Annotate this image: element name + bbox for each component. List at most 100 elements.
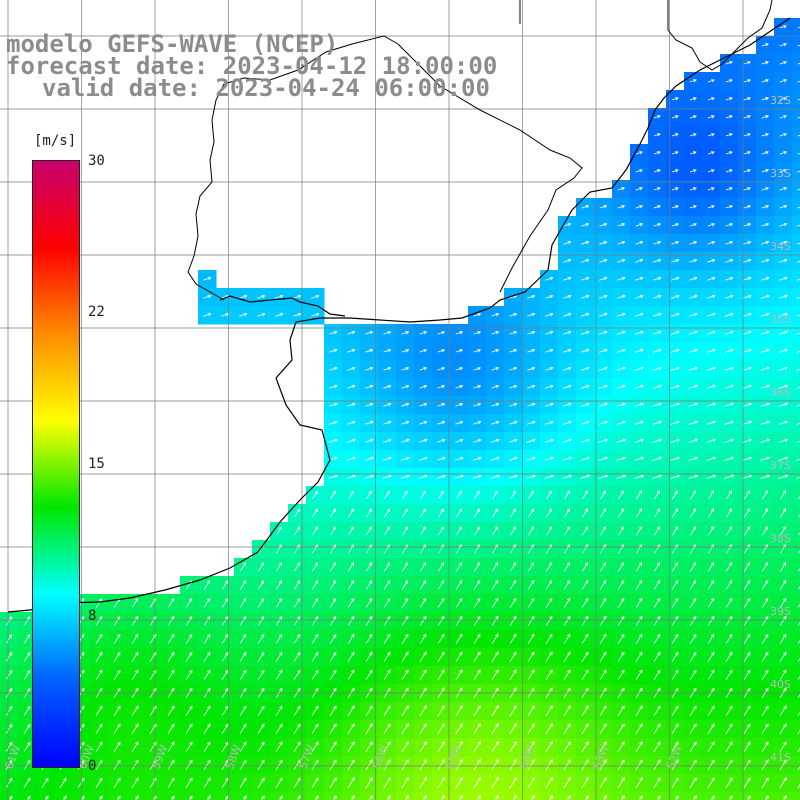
wind-arrow [689, 579, 697, 590]
wind-arrow [545, 759, 553, 771]
wind-arrow [546, 508, 552, 518]
wind-arrow [257, 669, 265, 680]
wind-arrow [580, 348, 590, 353]
valid-date-line: valid date: 2023-04-24 06:00:00 [42, 74, 490, 102]
model-title: modelo GEFS-WAVE (NCEP) [6, 30, 339, 58]
wind-arrow [618, 508, 625, 518]
wind-speed-cell [666, 792, 685, 800]
wind-arrow [581, 723, 589, 735]
wind-arrow [563, 561, 571, 572]
wind-arrow [419, 615, 427, 626]
wind-arrow [437, 348, 446, 353]
wind-arrow [797, 711, 800, 717]
wind-arrow [276, 580, 283, 590]
wind-arrow [706, 294, 716, 299]
coastline-path [7, 17, 791, 613]
wind-arrow [382, 456, 392, 461]
wind-arrow [544, 438, 554, 443]
wind-speed-cell [774, 792, 793, 800]
wind-arrow [293, 294, 302, 299]
wind-arrow [95, 741, 103, 753]
wind-arrow [653, 633, 661, 644]
wind-arrow [23, 723, 31, 734]
wind-arrow [438, 526, 444, 536]
wind-arrow [419, 562, 427, 572]
wind-arrow [599, 258, 608, 263]
wind-arrow [185, 705, 193, 716]
wind-arrow [761, 705, 769, 717]
wind-arrow [689, 222, 698, 227]
wind-arrow [779, 561, 787, 572]
wind-arrow [117, 795, 121, 800]
wind-arrow [401, 705, 409, 717]
wind-arrow [725, 651, 733, 662]
wind-arrow [688, 438, 699, 443]
wind-arrow [510, 490, 516, 500]
wind-arrow [383, 741, 391, 753]
wind-arrow [598, 474, 609, 479]
wind-arrow [509, 366, 518, 371]
wind-arrow [473, 633, 481, 644]
wind-arrow [221, 759, 229, 771]
wind-arrow [580, 384, 590, 389]
wind-arrow [635, 240, 644, 245]
wind-arrow [527, 651, 535, 663]
wind-arrow [634, 366, 644, 371]
wind-arrow [167, 759, 175, 771]
wind-arrow [761, 168, 770, 173]
wind-arrow [544, 456, 555, 461]
wind-arrow [743, 759, 751, 771]
wind-arrow [563, 597, 571, 608]
wind-arrow [365, 759, 373, 771]
wind-arrow [617, 669, 625, 680]
wind-arrow [779, 114, 788, 119]
wind-arrow [779, 42, 788, 47]
wind-arrow [383, 633, 391, 644]
wind-speed-cell [792, 648, 800, 667]
wind-arrow [329, 597, 337, 608]
wind-speed-cell [792, 432, 800, 451]
wind-arrow [742, 420, 753, 425]
wind-arrow [725, 579, 733, 590]
wind-arrow [491, 705, 499, 717]
wind-arrow [689, 258, 698, 263]
wind-arrow [167, 669, 175, 680]
latitude-label: 38S [770, 532, 791, 545]
latitude-label: 37S [770, 459, 791, 472]
wind-arrow [688, 474, 699, 479]
wind-arrow [743, 240, 752, 245]
wind-arrow [779, 60, 788, 65]
wind-arrow [688, 330, 698, 335]
wind-arrow [491, 758, 499, 771]
wind-arrow [437, 615, 445, 626]
wind-arrow [562, 474, 573, 479]
wind-arrow [312, 508, 318, 518]
wind-speed-cell [792, 450, 800, 469]
wind-arrow [797, 765, 800, 771]
wind-arrow [652, 312, 662, 317]
wind-arrow [617, 723, 625, 735]
colorbar-tick-label: 30 [88, 153, 105, 169]
wind-arrow [455, 705, 463, 717]
wind-arrow [185, 759, 193, 771]
wind-arrow [689, 169, 697, 173]
wind-arrow [95, 759, 103, 771]
wind-arrow [797, 80, 800, 83]
wind-arrow [473, 597, 481, 608]
wind-arrow [491, 579, 499, 590]
wind-arrow [329, 633, 337, 644]
wind-arrow [311, 597, 319, 608]
wind-arrow [365, 579, 373, 590]
wind-arrow [724, 474, 735, 479]
wind-speed-cell [792, 162, 800, 181]
wind-arrow [203, 705, 211, 716]
wind-arrow [5, 616, 13, 626]
wind-arrow [545, 384, 554, 389]
wind-arrow [545, 294, 554, 299]
wind-arrow [760, 474, 771, 479]
wind-arrow [491, 348, 500, 353]
wind-arrow [490, 456, 500, 461]
wind-arrow [778, 438, 789, 443]
